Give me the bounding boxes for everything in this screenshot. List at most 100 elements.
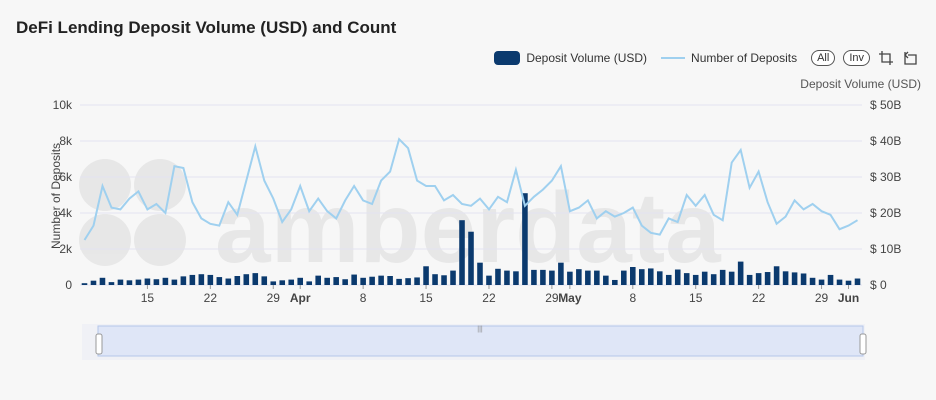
deposit-volume-bar[interactable] <box>549 270 555 285</box>
deposit-volume-bar[interactable] <box>818 279 825 285</box>
deposit-volume-bar[interactable] <box>665 274 672 285</box>
deposit-volume-bar[interactable] <box>261 276 268 285</box>
deposit-volume-bar[interactable] <box>414 277 420 285</box>
deposit-volume-bar[interactable] <box>378 275 384 285</box>
deposit-volume-bar[interactable] <box>638 269 645 285</box>
deposit-volume-bar[interactable] <box>351 274 357 285</box>
deposit-volume-bar[interactable] <box>270 281 277 285</box>
navigator-grip-icon[interactable]: ||| <box>477 326 483 333</box>
deposit-volume-bar[interactable] <box>252 273 259 285</box>
deposit-volume-bar[interactable] <box>234 276 241 285</box>
deposit-volume-bar[interactable] <box>333 277 339 285</box>
deposit-volume-bar[interactable] <box>567 271 573 285</box>
deposit-volume-bar[interactable] <box>791 272 798 285</box>
deposit-volume-bar[interactable] <box>324 277 330 285</box>
deposit-volume-bar[interactable] <box>612 279 618 285</box>
deposit-volume-bar[interactable] <box>836 279 843 285</box>
deposit-volume-bar[interactable] <box>630 267 636 285</box>
deposit-volume-bar[interactable] <box>360 277 366 285</box>
deposit-volume-bar[interactable] <box>773 266 780 285</box>
right-axis-ticks: $ 0 $ 10B $ 20B $ 30B $ 40B $ 50B <box>870 98 901 292</box>
deposit-volume-bar[interactable] <box>369 276 375 285</box>
deposit-volume-bar[interactable] <box>117 279 124 285</box>
deposit-volume-bar[interactable] <box>719 269 726 285</box>
deposit-volume-bar[interactable] <box>441 275 447 285</box>
deposit-volume-bar[interactable] <box>342 279 348 285</box>
deposit-volume-bar[interactable] <box>423 266 429 285</box>
deposit-volume-bar[interactable] <box>674 269 681 285</box>
inv-button[interactable]: Inv <box>843 50 870 66</box>
deposit-volume-bar[interactable] <box>522 193 528 285</box>
deposit-volume-bar[interactable] <box>279 280 286 285</box>
navigator[interactable]: ||| <box>82 324 867 360</box>
all-button[interactable]: All <box>811 50 836 66</box>
deposit-volume-bar[interactable] <box>737 261 744 285</box>
deposit-volume-bar[interactable] <box>387 276 393 285</box>
deposit-volume-bar[interactable] <box>594 270 600 285</box>
deposit-volume-bar[interactable] <box>81 283 88 285</box>
deposit-volume-bar[interactable] <box>531 269 537 285</box>
navigator-right-handle[interactable] <box>859 333 867 355</box>
deposit-volume-bar[interactable] <box>603 275 609 285</box>
deposit-volume-bar[interactable] <box>576 269 582 285</box>
deposit-volume-bar[interactable] <box>486 275 492 285</box>
deposit-volume-bar[interactable] <box>540 269 546 285</box>
deposit-volume-bar[interactable] <box>459 220 465 285</box>
deposit-volume-bar[interactable] <box>432 274 438 285</box>
deposit-volume-bar[interactable] <box>450 270 456 285</box>
deposit-volume-bar[interactable] <box>495 268 501 285</box>
deposit-volume-bar[interactable] <box>90 280 97 285</box>
deposit-volume-bar[interactable] <box>216 277 223 285</box>
deposit-volume-bar[interactable] <box>396 278 402 285</box>
deposit-volume-bar[interactable] <box>755 273 762 285</box>
deposit-volume-bar[interactable] <box>243 274 250 285</box>
legend-item-number-of-deposits[interactable]: Number of Deposits <box>661 51 797 65</box>
deposit-volume-bar[interactable] <box>692 274 699 285</box>
deposit-volume-bar[interactable] <box>171 279 178 285</box>
deposit-volume-bar[interactable] <box>405 278 411 285</box>
deposit-volume-bar[interactable] <box>135 279 142 285</box>
deposit-volume-bar[interactable] <box>782 271 789 285</box>
deposit-volume-bar[interactable] <box>513 271 519 285</box>
deposit-volume-bar[interactable] <box>558 262 564 285</box>
deposit-volume-bar[interactable] <box>162 277 169 285</box>
deposit-volume-bar[interactable] <box>504 270 510 285</box>
deposit-volume-bar[interactable] <box>315 275 321 285</box>
deposit-volume-bar[interactable] <box>746 274 753 285</box>
deposit-volume-bar[interactable] <box>207 274 214 285</box>
deposit-volume-bar[interactable] <box>800 273 807 285</box>
crop-icon[interactable] <box>878 50 894 66</box>
deposit-volume-bar[interactable] <box>306 281 312 285</box>
deposit-volume-bar[interactable] <box>126 280 133 285</box>
deposit-volume-bar[interactable] <box>288 279 295 285</box>
deposit-volume-bar[interactable] <box>647 268 654 285</box>
deposit-volume-bar[interactable] <box>854 278 861 285</box>
deposit-volume-bar[interactable] <box>621 270 627 285</box>
deposit-volume-bar[interactable] <box>728 271 735 285</box>
deposit-volume-bar[interactable] <box>656 271 663 285</box>
deposit-volume-bar[interactable] <box>153 279 160 285</box>
deposit-volume-bar[interactable] <box>144 278 151 285</box>
deposit-volume-bar[interactable] <box>99 277 106 285</box>
deposit-volume-bar[interactable] <box>225 278 232 285</box>
deposit-volume-bar[interactable] <box>468 231 474 285</box>
navigator-left-handle[interactable] <box>95 333 103 355</box>
y-left-tick-label: 10k <box>53 98 73 112</box>
deposit-volume-bar[interactable] <box>297 277 304 285</box>
deposit-volume-bar[interactable] <box>845 280 852 285</box>
deposit-volume-bar[interactable] <box>710 274 717 285</box>
deposit-volume-bar[interactable] <box>198 274 205 285</box>
deposit-volume-bar[interactable] <box>809 277 816 285</box>
deposit-volume-bar[interactable] <box>827 274 834 285</box>
undo-zoom-icon[interactable] <box>902 50 918 66</box>
deposit-volume-bar[interactable] <box>683 273 690 285</box>
deposit-volume-bar[interactable] <box>180 276 187 285</box>
legend-item-deposit-volume[interactable]: Deposit Volume (USD) <box>494 51 647 65</box>
deposit-volume-bar[interactable] <box>477 262 483 285</box>
deposit-volume-bar[interactable] <box>108 282 115 285</box>
deposit-volume-bar[interactable] <box>764 272 771 285</box>
left-axis-title: Number of Deposits <box>49 143 63 249</box>
deposit-volume-bar[interactable] <box>189 274 196 285</box>
deposit-volume-bar[interactable] <box>585 270 591 285</box>
deposit-volume-bar[interactable] <box>701 271 708 285</box>
